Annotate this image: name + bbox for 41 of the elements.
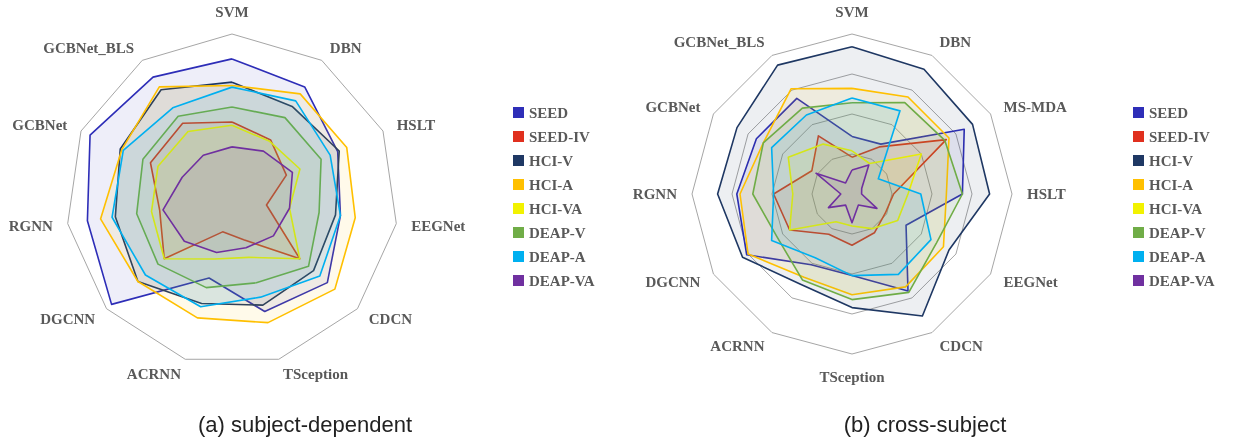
spoke-label: ACRNN bbox=[710, 337, 765, 354]
legend-label: SEED-IV bbox=[529, 128, 591, 145]
legend-label: DEAP-A bbox=[529, 248, 586, 265]
spoke-label: GCBNet_BLS bbox=[673, 34, 765, 51]
legend-label: DEAP-VA bbox=[529, 272, 595, 289]
legend-label: HCI-A bbox=[1149, 176, 1194, 193]
spoke-label: ACRNN bbox=[126, 365, 182, 382]
legend-label: HCI-A bbox=[529, 176, 574, 193]
spoke-label: RGNN bbox=[8, 217, 53, 234]
spoke-label: GCBNet bbox=[645, 98, 701, 115]
spoke-label: DGCNN bbox=[40, 310, 96, 327]
spoke-label: DGCNN bbox=[645, 273, 701, 290]
legend-label: SEED bbox=[529, 104, 569, 121]
legend-label: DEAP-A bbox=[1149, 248, 1206, 265]
spoke-label: HSLT bbox=[396, 116, 436, 133]
text: (a) subject-dependent bbox=[197, 411, 413, 437]
spoke-label: HSLT bbox=[1027, 186, 1066, 202]
spoke-label: DBN bbox=[329, 39, 362, 56]
spoke-label: GCBNet bbox=[12, 116, 68, 133]
spoke-label: RGNN bbox=[632, 186, 678, 202]
spoke-label: GCBNet_BLS bbox=[43, 39, 135, 56]
text: (b) cross-subject bbox=[843, 411, 1007, 437]
legend-label: DEAP-VA bbox=[1149, 272, 1215, 289]
spoke-label: DBN bbox=[939, 34, 972, 51]
legend-label: HCI-V bbox=[529, 152, 574, 169]
spoke-label: SVM bbox=[835, 3, 869, 20]
spoke-label: EEGNet bbox=[1003, 273, 1058, 290]
legend-label: HCI-VA bbox=[529, 200, 583, 217]
legend-label: HCI-VA bbox=[1149, 200, 1203, 217]
legend-label: DEAP-V bbox=[1149, 224, 1206, 241]
spoke-label: TSception bbox=[819, 368, 886, 385]
spoke-label: SVM bbox=[215, 3, 249, 20]
spoke-label: CDCN bbox=[939, 337, 983, 354]
legend-label: DEAP-V bbox=[529, 224, 586, 241]
spoke-label: MS-MDA bbox=[1003, 98, 1068, 115]
legend-label: SEED bbox=[1149, 104, 1189, 121]
legend-label: SEED-IV bbox=[1149, 128, 1211, 145]
legend-label: HCI-V bbox=[1149, 152, 1194, 169]
spoke-label: TSception bbox=[282, 365, 349, 382]
spoke-label: CDCN bbox=[368, 310, 413, 327]
spoke-label: EEGNet bbox=[411, 217, 466, 234]
